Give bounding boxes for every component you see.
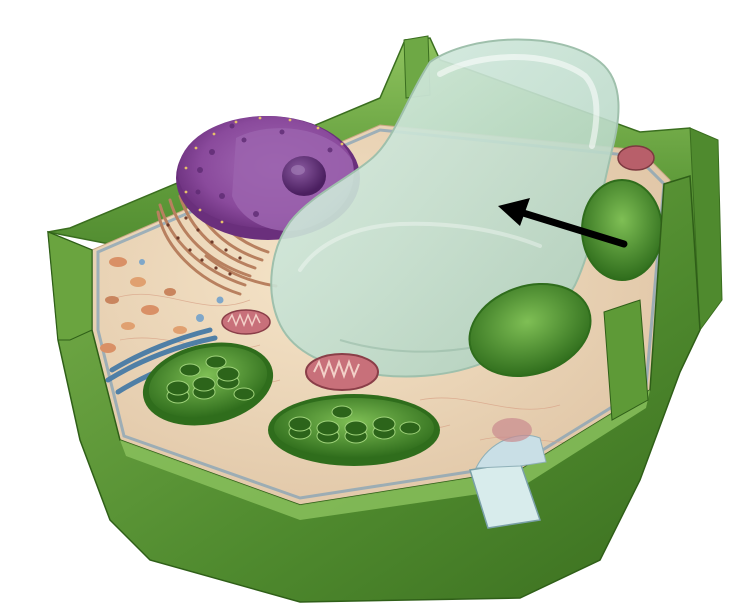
er-ribosome-dots <box>166 208 242 276</box>
mitochondrion-right <box>617 145 655 171</box>
pointer-arrow <box>498 198 628 248</box>
nucleolus <box>282 156 326 196</box>
mitochondrion-center <box>305 353 379 391</box>
mitochondrion-left <box>221 309 271 335</box>
vesicles <box>100 257 224 353</box>
chloroplast-left <box>142 342 274 426</box>
chloroplast-right-upper <box>581 179 663 281</box>
chloroplast-center <box>268 394 440 466</box>
chloroplast-right-lower <box>468 282 592 378</box>
cell-wall-front <box>47 175 701 603</box>
